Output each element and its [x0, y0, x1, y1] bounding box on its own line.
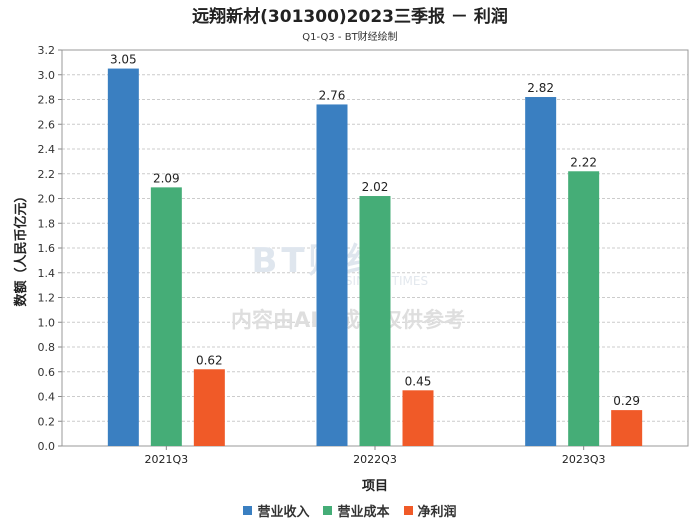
y-tick-label: 1.6 — [38, 242, 56, 255]
bar — [193, 369, 225, 446]
y-tick-label: 2.0 — [38, 193, 56, 206]
legend-label-revenue: 营业收入 — [257, 505, 310, 520]
x-tick-label: 2023Q3 — [562, 453, 606, 466]
y-tick-label: 2.2 — [38, 168, 56, 181]
bar — [402, 390, 434, 446]
legend: 营业收入 营业成本 净利润 — [0, 501, 700, 520]
legend-item-cost[interactable]: 营业成本 — [323, 501, 390, 520]
x-axis-title: 项目 — [362, 479, 388, 494]
chart-subtitle: Q1-Q3 - BT财经绘制 — [302, 32, 398, 43]
y-tick-label: 0.0 — [38, 440, 56, 453]
bar — [611, 410, 643, 446]
watermark-notice: 内容由AI生成，仅供参考 — [231, 308, 465, 332]
y-tick-label: 1.0 — [38, 316, 56, 329]
y-tick-label: 3.2 — [38, 44, 56, 57]
bar — [525, 97, 557, 447]
y-tick-label: 0.2 — [38, 415, 56, 428]
y-tick-label: 1.8 — [38, 217, 56, 230]
y-tick-label: 0.4 — [38, 391, 56, 404]
y-axis-title: 数额（人民币亿元） — [13, 189, 29, 306]
legend-label-net-profit: 净利润 — [417, 505, 457, 520]
y-tick-label: 2.4 — [38, 143, 56, 156]
bar — [107, 68, 139, 446]
data-label: 0.45 — [405, 374, 432, 388]
y-tick-label: 0.6 — [38, 366, 56, 379]
legend-swatch-cost — [323, 506, 333, 515]
y-tick-label: 1.2 — [38, 292, 56, 305]
y-tick-label: 1.4 — [38, 267, 56, 280]
y-tick-label: 2.8 — [38, 94, 56, 107]
data-label: 2.76 — [319, 88, 346, 102]
data-label: 2.09 — [153, 171, 180, 185]
data-label: 2.22 — [570, 155, 597, 169]
legend-item-revenue[interactable]: 营业收入 — [243, 501, 309, 520]
watermark-logo: BT财经 — [251, 241, 384, 281]
x-tick-label: 2021Q3 — [145, 453, 189, 466]
y-tick-label: 2.6 — [38, 118, 56, 131]
y-tick-label: 0.8 — [38, 341, 56, 354]
data-label: 0.62 — [196, 353, 223, 367]
data-label: 2.02 — [362, 180, 389, 194]
data-label: 3.05 — [110, 53, 137, 67]
legend-swatch-revenue — [243, 506, 253, 515]
y-tick-label: 3.0 — [38, 69, 56, 82]
bar — [359, 196, 391, 446]
legend-item-net-profit[interactable]: 净利润 — [403, 501, 457, 520]
data-label: 0.29 — [613, 394, 640, 408]
x-tick-label: 2022Q3 — [353, 453, 397, 466]
bar — [316, 104, 348, 446]
legend-swatch-net-profit — [403, 506, 413, 515]
data-label: 2.82 — [527, 81, 554, 95]
bar — [568, 171, 600, 446]
chart-title: 远翔新材(301300)2023三季报 － 利润 — [192, 7, 508, 27]
bar — [150, 187, 182, 447]
legend-label-cost: 营业成本 — [337, 505, 390, 520]
